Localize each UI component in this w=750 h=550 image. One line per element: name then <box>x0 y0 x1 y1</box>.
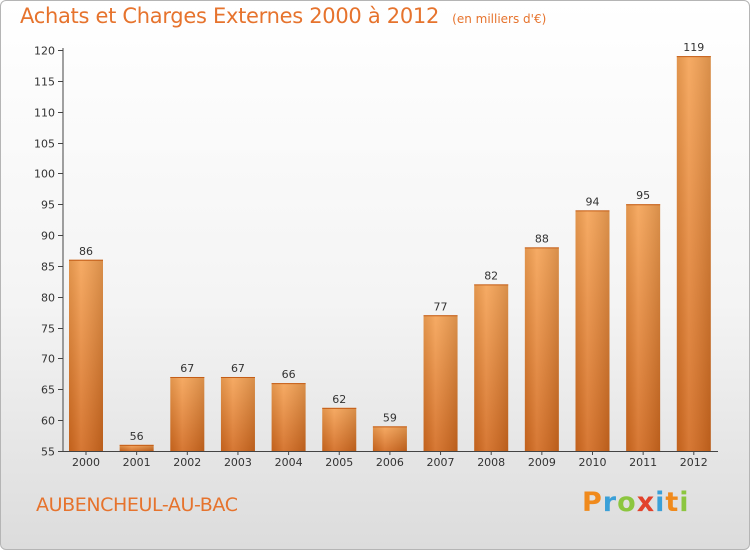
y-tick-label: 60 <box>41 415 55 428</box>
x-tick-label: 2008 <box>477 456 505 469</box>
x-tick-label: 2000 <box>72 456 100 469</box>
bar-value-label: 119 <box>683 41 704 54</box>
x-tick-label: 2002 <box>173 456 201 469</box>
logo-letter: t <box>665 487 680 518</box>
x-tick-label: 2006 <box>376 456 404 469</box>
bar-shade <box>474 284 509 451</box>
logo-letter: r <box>602 487 618 518</box>
chart-subtitle: (en milliers d'€) <box>452 12 547 26</box>
axes: 55 60 65 70 75 80 85 90 95 100 105 110 115 120 <box>34 45 718 459</box>
title-row: Achats et Charges Externes 2000 à 2012 (… <box>20 4 546 28</box>
bar-shade <box>372 426 407 451</box>
bar-shade <box>423 315 458 451</box>
y-tick-label: 70 <box>41 353 55 366</box>
bar-value-label: 62 <box>332 393 346 406</box>
x-tick-label: 2001 <box>123 456 151 469</box>
x-tick-label: 2005 <box>325 456 353 469</box>
bar-shade <box>119 444 154 451</box>
logo-letter: i <box>679 487 690 518</box>
bar-shade <box>220 376 255 451</box>
bar-value-label: 67 <box>180 362 194 375</box>
x-tick-label: 2003 <box>224 456 252 469</box>
x-tick-label: 2010 <box>579 456 607 469</box>
x-tick-label: 2011 <box>629 456 657 469</box>
bar-value-label: 77 <box>434 300 448 313</box>
bar-value-label: 88 <box>535 232 549 245</box>
x-tick-label: 2007 <box>427 456 455 469</box>
logo-letter: o <box>617 487 637 518</box>
bar-value-label: 94 <box>586 195 600 208</box>
x-tick-label: 2012 <box>680 456 708 469</box>
bar-shade <box>575 210 610 451</box>
y-tick-label: 85 <box>41 261 55 274</box>
bar-value-label: 66 <box>282 368 296 381</box>
x-tick-label: 2009 <box>528 456 556 469</box>
x-tick-label: 2004 <box>275 456 303 469</box>
bar-shade <box>322 407 357 451</box>
city-name: AUBENCHEUL-AU-BAC <box>36 494 238 516</box>
bar-value-label: 56 <box>130 430 144 443</box>
y-tick-label: 65 <box>41 384 55 397</box>
y-tick-label: 120 <box>34 45 55 58</box>
y-tick-label: 105 <box>34 138 55 151</box>
logo-letter: P <box>582 487 603 518</box>
bar-value-label: 67 <box>231 362 245 375</box>
bar-shade <box>271 383 306 451</box>
y-tick-label: 75 <box>41 323 55 336</box>
y-tick-label: 55 <box>41 446 55 459</box>
y-tick-label: 100 <box>34 168 55 181</box>
labels: 86 2000 56 2001 67 2002 67 2003 66 2004 62 2005 59 20… <box>72 41 708 469</box>
bars <box>69 56 711 452</box>
logo-letter: i <box>655 487 666 518</box>
bar-value-label: 86 <box>79 245 93 258</box>
bar-shade <box>170 376 205 451</box>
bar-value-label: 82 <box>484 269 498 282</box>
bar-value-label: 95 <box>636 189 650 202</box>
y-tick-label: 110 <box>34 107 55 120</box>
chart-title: Achats et Charges Externes 2000 à 2012 <box>20 4 440 28</box>
bar-shade <box>524 247 559 451</box>
bar-value-label: 59 <box>383 411 397 424</box>
bar-shade <box>626 204 661 451</box>
bar-shade <box>69 259 103 451</box>
proxiti-logo[interactable]: Proxiti <box>582 487 690 518</box>
y-tick-label: 80 <box>41 292 55 305</box>
y-tick-label: 115 <box>34 76 55 89</box>
y-tick-label: 95 <box>41 199 55 212</box>
logo-letter: x <box>636 487 656 518</box>
bar-shade <box>676 56 711 452</box>
y-tick-label: 90 <box>41 230 55 243</box>
